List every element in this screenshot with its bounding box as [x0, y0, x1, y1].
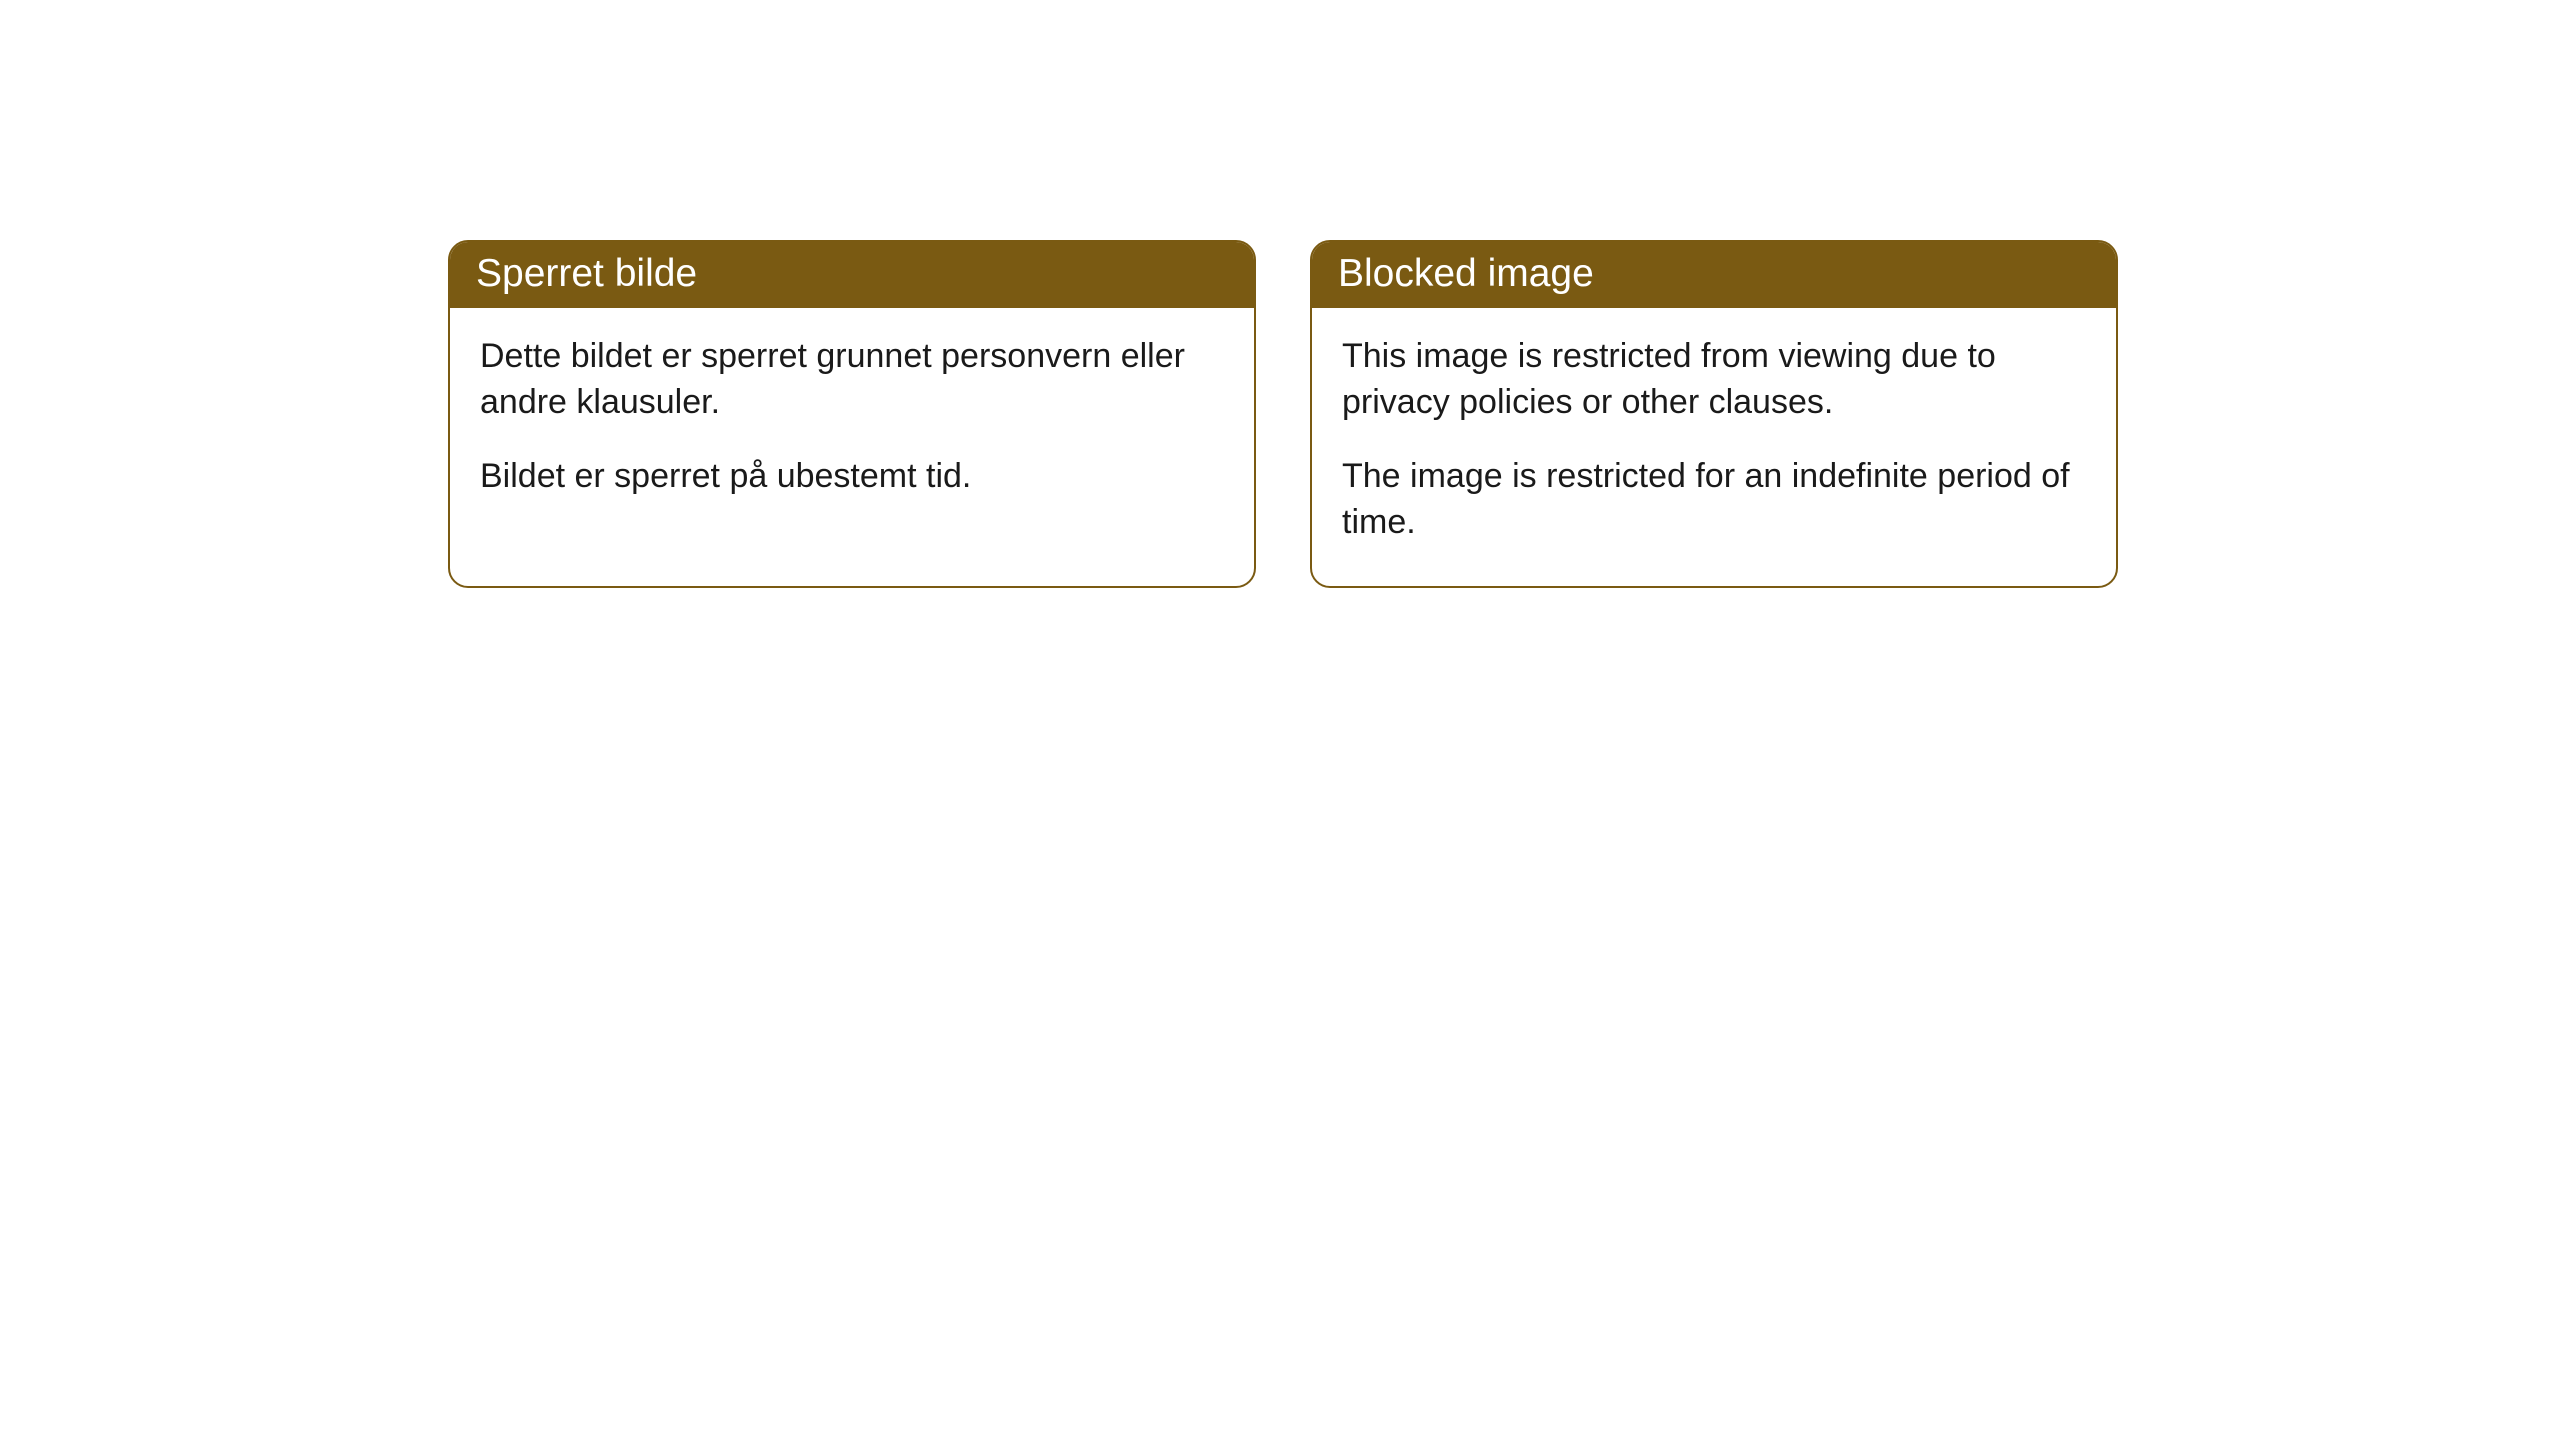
card-header: Blocked image: [1312, 242, 2116, 308]
notice-paragraph: This image is restricted from viewing du…: [1342, 334, 2086, 426]
notice-cards-container: Sperret bilde Dette bildet er sperret gr…: [0, 0, 2560, 588]
card-body: Dette bildet er sperret grunnet personve…: [450, 308, 1254, 540]
card-body: This image is restricted from viewing du…: [1312, 308, 2116, 586]
card-header: Sperret bilde: [450, 242, 1254, 308]
notice-card-english: Blocked image This image is restricted f…: [1310, 240, 2118, 588]
notice-paragraph: Dette bildet er sperret grunnet personve…: [480, 334, 1224, 426]
notice-paragraph: The image is restricted for an indefinit…: [1342, 454, 2086, 546]
notice-paragraph: Bildet er sperret på ubestemt tid.: [480, 454, 1224, 500]
notice-card-norwegian: Sperret bilde Dette bildet er sperret gr…: [448, 240, 1256, 588]
